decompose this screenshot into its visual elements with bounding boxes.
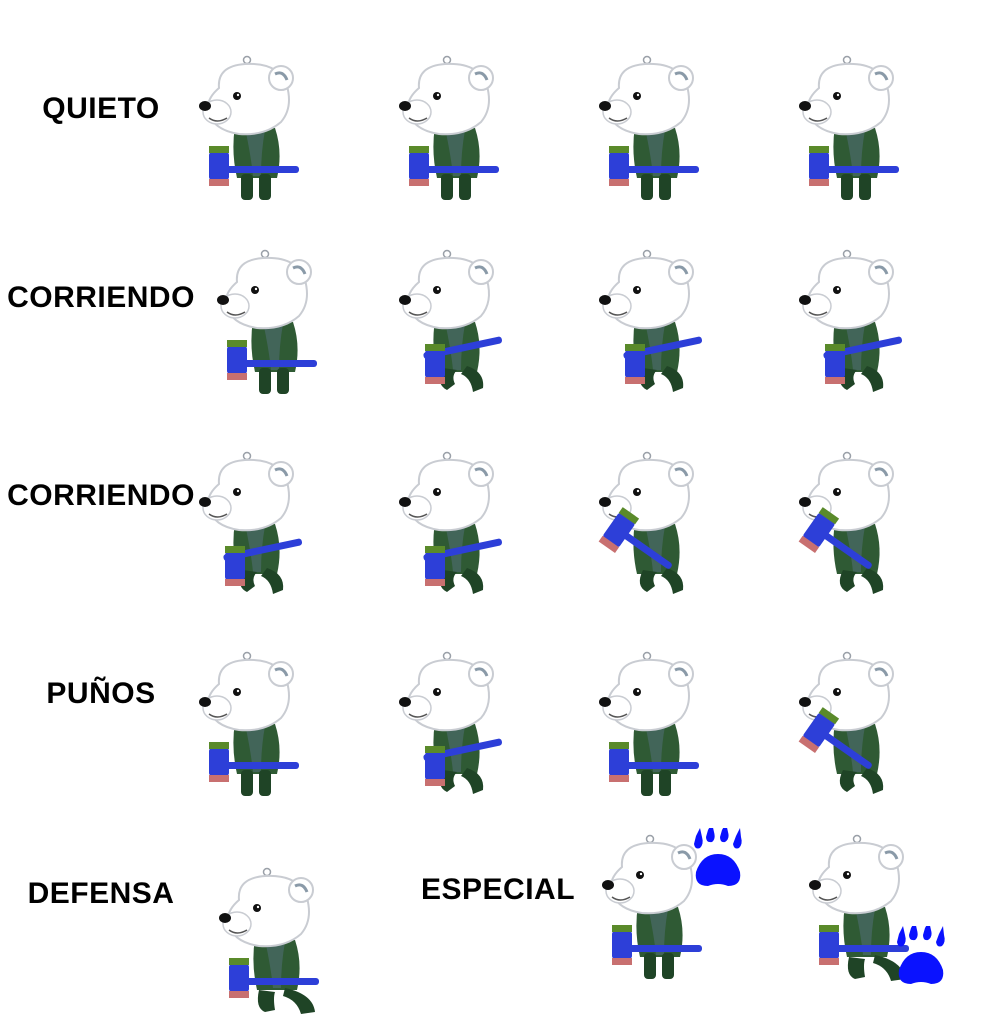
- polar-bear-sprite: [595, 249, 705, 400]
- polar-bear-sprite: [795, 651, 905, 802]
- row-label-corriendo-1: CORRIENDO: [7, 281, 195, 314]
- polar-bear-sprite: [195, 651, 305, 802]
- row-label-defensa: DEFENSA: [27, 877, 175, 910]
- polar-bear-sprite: [395, 651, 505, 802]
- row-label-punos: PUÑOS: [46, 677, 156, 710]
- paw-icon: [690, 823, 746, 892]
- polar-bear-sprite: [595, 451, 705, 602]
- polar-bear-sprite: [213, 249, 323, 400]
- row-label-corriendo-2: CORRIENDO: [7, 479, 195, 512]
- polar-bear-sprite: [215, 867, 325, 1018]
- polar-bear-sprite: [598, 834, 708, 985]
- row-label-especial: ESPECIAL: [420, 873, 576, 906]
- polar-bear-sprite: [795, 451, 905, 602]
- polar-bear-sprite: [395, 451, 505, 602]
- polar-bear-sprite: [195, 451, 305, 602]
- polar-bear-sprite: [395, 55, 505, 206]
- polar-bear-sprite: [805, 834, 915, 985]
- polar-bear-sprite: [595, 55, 705, 206]
- polar-bear-sprite: [195, 55, 305, 206]
- polar-bear-sprite: [395, 249, 505, 400]
- polar-bear-sprite: [595, 651, 705, 802]
- polar-bear-sprite: [795, 249, 905, 400]
- paw-icon: [893, 921, 949, 990]
- polar-bear-sprite: [795, 55, 905, 206]
- row-label-quieto: QUIETO: [42, 92, 160, 125]
